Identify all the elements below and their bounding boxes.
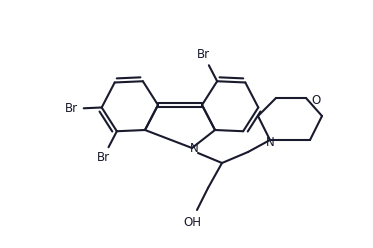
Text: Br: Br [197,48,210,61]
Text: N: N [266,135,275,149]
Text: Br: Br [97,151,110,164]
Text: N: N [189,143,198,155]
Text: OH: OH [183,216,201,228]
Text: Br: Br [65,102,78,115]
Text: O: O [311,93,321,106]
